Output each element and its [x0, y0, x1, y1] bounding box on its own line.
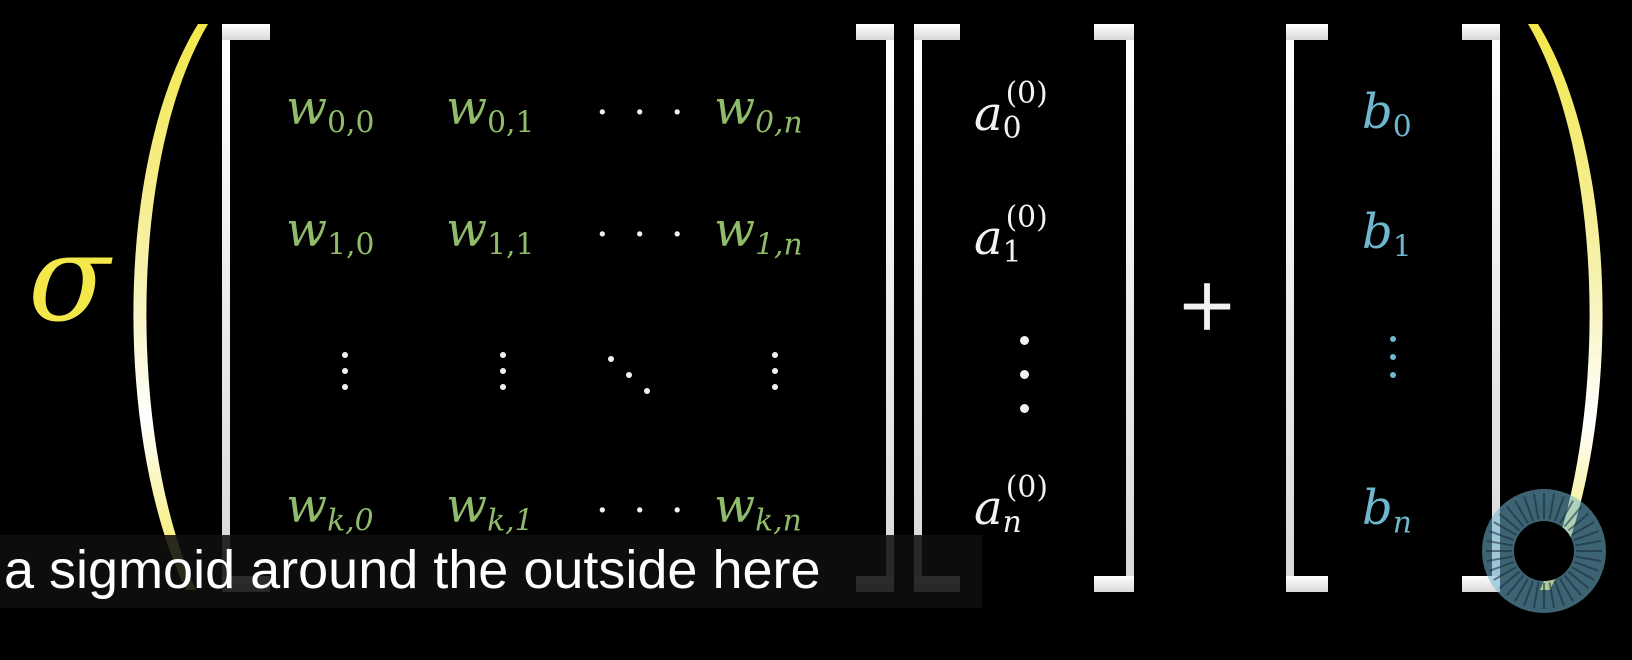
spinner-spoke	[1571, 566, 1595, 581]
row-ellipsis: · · ·	[596, 90, 690, 136]
spinner-spoke	[1548, 582, 1556, 609]
spinner-spoke	[1505, 574, 1525, 597]
sigma-symbol: σ	[28, 210, 110, 349]
caption-text: a sigmoid around the outside here	[4, 540, 821, 600]
activation-a1: a1(0)	[974, 200, 1048, 271]
spinner-spoke	[1571, 521, 1595, 536]
weight-w11: w1,1	[446, 202, 535, 263]
spinner-spoke	[1554, 580, 1565, 606]
spinner-spoke	[1563, 505, 1583, 528]
spinner-spoke	[1563, 574, 1583, 597]
spinner-spoke	[1498, 570, 1521, 590]
bias-b1: b1	[1362, 204, 1412, 265]
spinner-spoke	[1567, 570, 1590, 590]
spinner-spoke	[1505, 505, 1525, 528]
spinner-spoke	[1514, 578, 1529, 602]
spinner-spoke	[1489, 561, 1515, 572]
spinner-spoke	[1532, 493, 1540, 520]
weight-w01: w0,1	[446, 80, 535, 141]
weight-w00: w0,0	[286, 80, 375, 141]
spinner-spoke	[1559, 578, 1574, 602]
spinner-spoke	[1575, 539, 1602, 547]
weight-w10: w1,0	[286, 202, 375, 263]
spinner-spoke	[1573, 561, 1599, 572]
spinner-spoke	[1523, 580, 1534, 606]
bias-bn: bn	[1362, 480, 1412, 541]
weight-w1n: w1,n	[714, 202, 803, 263]
spinner-spoke	[1493, 566, 1517, 581]
row-ellipsis: · · ·	[596, 488, 690, 534]
weight-w0n: w0,n	[714, 80, 803, 141]
activation-an: an(0)	[974, 470, 1048, 541]
spinner-spoke	[1559, 500, 1574, 524]
spinner-spoke	[1486, 539, 1513, 547]
spinner-spoke	[1523, 496, 1534, 522]
plus-sign: +	[1176, 262, 1239, 348]
spinner-spoke	[1498, 512, 1521, 532]
subtitle-caption: a sigmoid around the outside here	[0, 535, 982, 608]
spinner-spoke	[1567, 512, 1590, 532]
bias-vector-brackets	[1286, 24, 1500, 592]
spinner-spoke	[1486, 555, 1513, 563]
row-ellipsis: · · ·	[596, 212, 690, 258]
spinner-spoke	[1575, 555, 1602, 563]
spinner-spoke	[1532, 582, 1540, 609]
spinner-spoke	[1554, 496, 1565, 522]
loading-spinner-icon	[1474, 481, 1614, 621]
bias-b0: b0	[1362, 84, 1412, 145]
weight-wkn: wk,n	[714, 478, 802, 539]
activation-a0: a0(0)	[974, 76, 1048, 147]
right-parenthesis	[1528, 24, 1603, 590]
spinner-spoke	[1493, 521, 1517, 536]
spinner-spoke	[1548, 493, 1556, 520]
spinner-spoke	[1489, 530, 1515, 541]
left-parenthesis	[133, 24, 208, 590]
weight-wk0: wk,0	[286, 478, 374, 539]
spinner-spoke	[1573, 530, 1599, 541]
spinner-spoke	[1514, 500, 1529, 524]
weight-wk1: wk,1	[446, 478, 534, 539]
